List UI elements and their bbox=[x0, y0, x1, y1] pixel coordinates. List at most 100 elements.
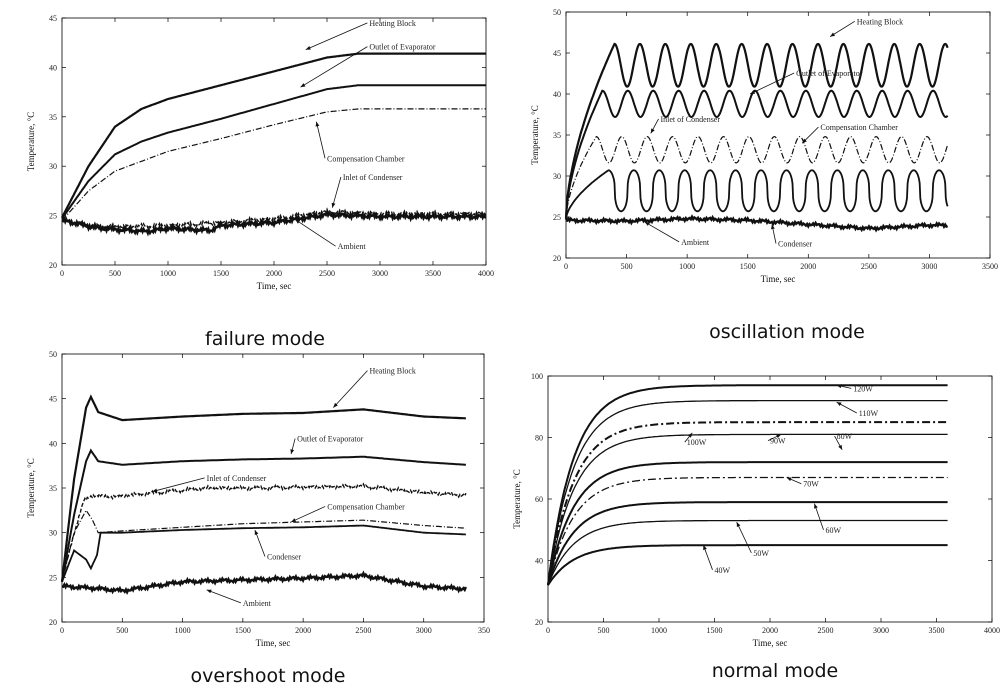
arrow-head bbox=[703, 545, 707, 551]
annotation-group: 120W 110W 100W 90W 80W 70W 60W 50W 40W bbox=[684, 384, 879, 575]
y-tick-label: 25 bbox=[49, 212, 57, 221]
annotation-arrow bbox=[814, 503, 824, 530]
x-tick-label: 4000 bbox=[984, 626, 1000, 635]
series-line bbox=[61, 524, 466, 583]
x-tick-label: 3000 bbox=[372, 269, 388, 278]
x-tick-label: 3000 bbox=[921, 262, 937, 271]
chart-panel-1: 0 500 1000 1500 2000 2500 3000 3500 4000 20 25 30 35… bbox=[26, 14, 494, 350]
series-line bbox=[60, 394, 466, 582]
annotation-group: Heating Block Outlet of Evaporator Inlet o… bbox=[644, 17, 903, 249]
arrow-head bbox=[830, 32, 836, 37]
annotation-label: Compensation Chamber bbox=[327, 502, 405, 511]
plot-frame bbox=[547, 375, 993, 623]
x-tick-label: 1000 bbox=[679, 262, 695, 271]
annotation-label: Ambient bbox=[243, 599, 272, 608]
y-tick-label: 45 bbox=[553, 49, 561, 58]
x-tick-label: 2000 bbox=[800, 262, 816, 271]
annotation-label: 90W bbox=[770, 437, 786, 446]
arrow-head bbox=[736, 522, 741, 528]
arrow-head bbox=[786, 477, 792, 482]
panel-caption: oscillation mode bbox=[709, 321, 865, 343]
series-line bbox=[61, 52, 486, 219]
x-tick-label: 3500 bbox=[929, 626, 945, 635]
y-tick-label: 20 bbox=[49, 618, 57, 627]
annotation-label: Compensation Chamber bbox=[327, 154, 405, 163]
x-tick-label: 1500 bbox=[707, 626, 723, 635]
x-tick-label: 500 bbox=[116, 626, 128, 635]
x-tick-label: 2000 bbox=[266, 269, 282, 278]
annotation-arrow bbox=[332, 370, 368, 408]
series-line bbox=[61, 208, 487, 237]
series-line bbox=[547, 399, 948, 586]
arrow-head bbox=[750, 90, 756, 94]
annotation-label: Inlet of Condenser bbox=[660, 115, 720, 124]
arrow-head bbox=[315, 121, 320, 127]
annotation-group: Heating Block Outlet of Evaporator Compens… bbox=[294, 19, 436, 251]
arrow-head bbox=[291, 518, 297, 522]
arrow-head bbox=[836, 384, 842, 389]
y-tick-label: 30 bbox=[49, 529, 57, 538]
y-tick-label: 40 bbox=[49, 63, 57, 72]
x-tick-label: 500 bbox=[621, 262, 633, 271]
chart-panel-4: 0 500 1000 1500 2000 2500 3000 3500 4000 20 40 60 80… bbox=[512, 372, 1000, 682]
y-tick-label: 20 bbox=[553, 254, 561, 263]
annotation-label: 100W bbox=[687, 438, 707, 447]
x-tick-label: 0 bbox=[60, 269, 64, 278]
annotation-label: Condenser bbox=[778, 240, 813, 249]
x-tick-label: 2500 bbox=[355, 626, 371, 635]
chart-panel-2: 0 500 1000 1500 2000 2500 3000 3500 20 25 30 35 40 45… bbox=[530, 8, 998, 343]
annotation-arrow bbox=[152, 477, 205, 492]
plot-frame bbox=[61, 353, 485, 623]
y-tick-label: 35 bbox=[49, 113, 57, 122]
x-axis-title: Time, sec bbox=[256, 638, 291, 648]
y-tick-label: 40 bbox=[49, 439, 57, 448]
y-tick-label: 35 bbox=[49, 484, 57, 493]
arrow-head bbox=[254, 529, 259, 535]
annotation-label: Outlet of Evaporator bbox=[796, 69, 863, 78]
x-tick-label: 2500 bbox=[319, 269, 335, 278]
x-tick-label: 1500 bbox=[213, 269, 229, 278]
x-axis-title: Time, sec bbox=[257, 281, 292, 291]
x-tick-label: 0 bbox=[60, 626, 64, 635]
y-tick-label: 40 bbox=[535, 557, 543, 566]
x-tick-label: 2000 bbox=[295, 626, 311, 635]
x-tick-label: 3000 bbox=[873, 626, 889, 635]
annotation-label: Ambient bbox=[681, 238, 710, 247]
y-tick-label: 25 bbox=[49, 573, 57, 582]
annotation-label: 50W bbox=[753, 549, 769, 558]
annotation-arrow bbox=[254, 529, 266, 557]
annotation-arrow bbox=[305, 22, 368, 50]
annotation-label: 70W bbox=[803, 480, 819, 489]
series-line bbox=[61, 570, 468, 595]
annotation-arrow bbox=[736, 521, 752, 554]
series-line bbox=[565, 214, 949, 233]
series-line bbox=[61, 84, 486, 220]
y-axis-title: Temperature, °C bbox=[512, 469, 522, 528]
x-tick-label: 2500 bbox=[818, 626, 834, 635]
x-tick-label: 500 bbox=[109, 269, 121, 278]
x-tick-label: 3000 bbox=[416, 626, 432, 635]
series-line bbox=[564, 42, 949, 220]
annotation-arrow bbox=[294, 219, 336, 247]
annotation-label: Heating Block bbox=[857, 17, 903, 26]
x-tick-label: 2500 bbox=[861, 262, 877, 271]
x-tick-label: 4000 bbox=[478, 269, 494, 278]
annotation-label: 120W bbox=[853, 384, 873, 393]
arrow-head bbox=[644, 221, 650, 226]
annotation-arrow bbox=[316, 121, 326, 159]
annotation-label: Compensation Chamber bbox=[820, 123, 898, 132]
series-line bbox=[547, 519, 948, 586]
annotation-arrow bbox=[749, 72, 795, 95]
annotation-arrow bbox=[331, 176, 342, 208]
series-line bbox=[547, 501, 948, 586]
annotation-arrow bbox=[300, 46, 368, 88]
arrow-head bbox=[295, 219, 301, 224]
series-line bbox=[61, 108, 486, 221]
x-tick-label: 1500 bbox=[235, 626, 251, 635]
annotation-label: Condenser bbox=[267, 552, 302, 561]
y-tick-label: 80 bbox=[535, 434, 543, 443]
arrow-head bbox=[331, 202, 336, 208]
series-line bbox=[61, 509, 466, 582]
series-line bbox=[547, 384, 948, 586]
y-tick-label: 60 bbox=[535, 495, 543, 504]
